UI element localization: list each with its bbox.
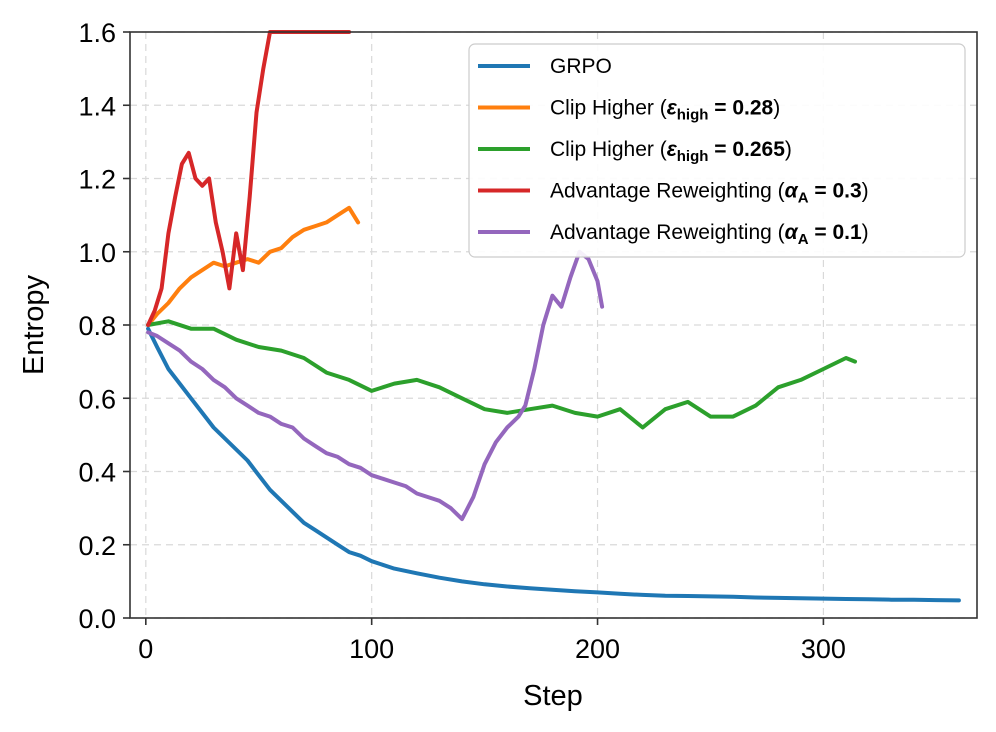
legend-label-text: Clip Higher ( — [550, 97, 667, 120]
x-axis-title: Step — [523, 680, 583, 712]
legend-label-text: Clip Higher ( — [550, 138, 667, 161]
legend-symbol: α — [785, 221, 799, 244]
legend-entry-4: Advantage Reweighting (αA = 0.1) — [550, 221, 869, 248]
legend-suffix: ) — [785, 138, 792, 161]
legend-subscript: high — [677, 148, 709, 165]
legend-box — [468, 43, 966, 258]
legend-value: = 0.265 — [708, 138, 785, 161]
series-line-0 — [146, 326, 961, 603]
series-line-4 — [146, 249, 605, 522]
x-tick-label: 100 — [349, 634, 394, 664]
y-tick-label: 0.6 — [78, 384, 116, 414]
legend-label-text: Advantage Reweighting ( — [550, 221, 785, 244]
legend-value: = 0.28 — [708, 97, 773, 120]
legend-subscript: high — [677, 107, 709, 124]
y-tick-label: 1.2 — [78, 165, 116, 195]
x-tick-label: 0 — [138, 634, 153, 664]
legend-suffix: ) — [773, 97, 780, 120]
legend-symbol: α — [785, 180, 799, 203]
legend-suffix: ) — [862, 221, 869, 244]
legend-entry-0: GRPO — [550, 55, 612, 78]
x-tick-label: 200 — [575, 634, 620, 664]
legend-subscript: A — [798, 231, 809, 248]
y-tick-label: 1.4 — [78, 91, 116, 121]
y-tick-label: 1.6 — [78, 18, 116, 48]
x-tick-label: 300 — [801, 634, 846, 664]
legend-symbol: ε — [667, 138, 678, 161]
legend-label-text: GRPO — [550, 55, 612, 78]
y-axis-title: Entropy — [18, 275, 50, 375]
legend-value: = 0.1 — [809, 221, 862, 244]
legend-value: = 0.3 — [809, 180, 862, 203]
legend-entry-2: Clip Higher (εhigh = 0.265) — [550, 138, 792, 165]
legend-subscript: A — [798, 190, 809, 207]
legend-entry-1: Clip Higher (εhigh = 0.28) — [550, 97, 780, 124]
legend-entry-3: Advantage Reweighting (αA = 0.3) — [550, 180, 869, 207]
axis-ticks: 0 100 200 300 0.0 0.2 0.4 0.6 0.8 1.0 1.2 1.4 1.6 — [78, 18, 845, 664]
y-tick-label: 1.0 — [78, 238, 116, 268]
series-line-2 — [146, 319, 857, 430]
y-tick-label: 0.8 — [78, 311, 116, 341]
legend-label-text: Advantage Reweighting ( — [550, 180, 785, 203]
legend-suffix: ) — [862, 180, 869, 203]
y-tick-label: 0.0 — [78, 604, 116, 634]
y-tick-label: 0.4 — [78, 458, 116, 488]
y-tick-label: 0.2 — [78, 531, 116, 561]
legend-symbol: ε — [667, 97, 678, 120]
series-line-1 — [146, 205, 361, 327]
